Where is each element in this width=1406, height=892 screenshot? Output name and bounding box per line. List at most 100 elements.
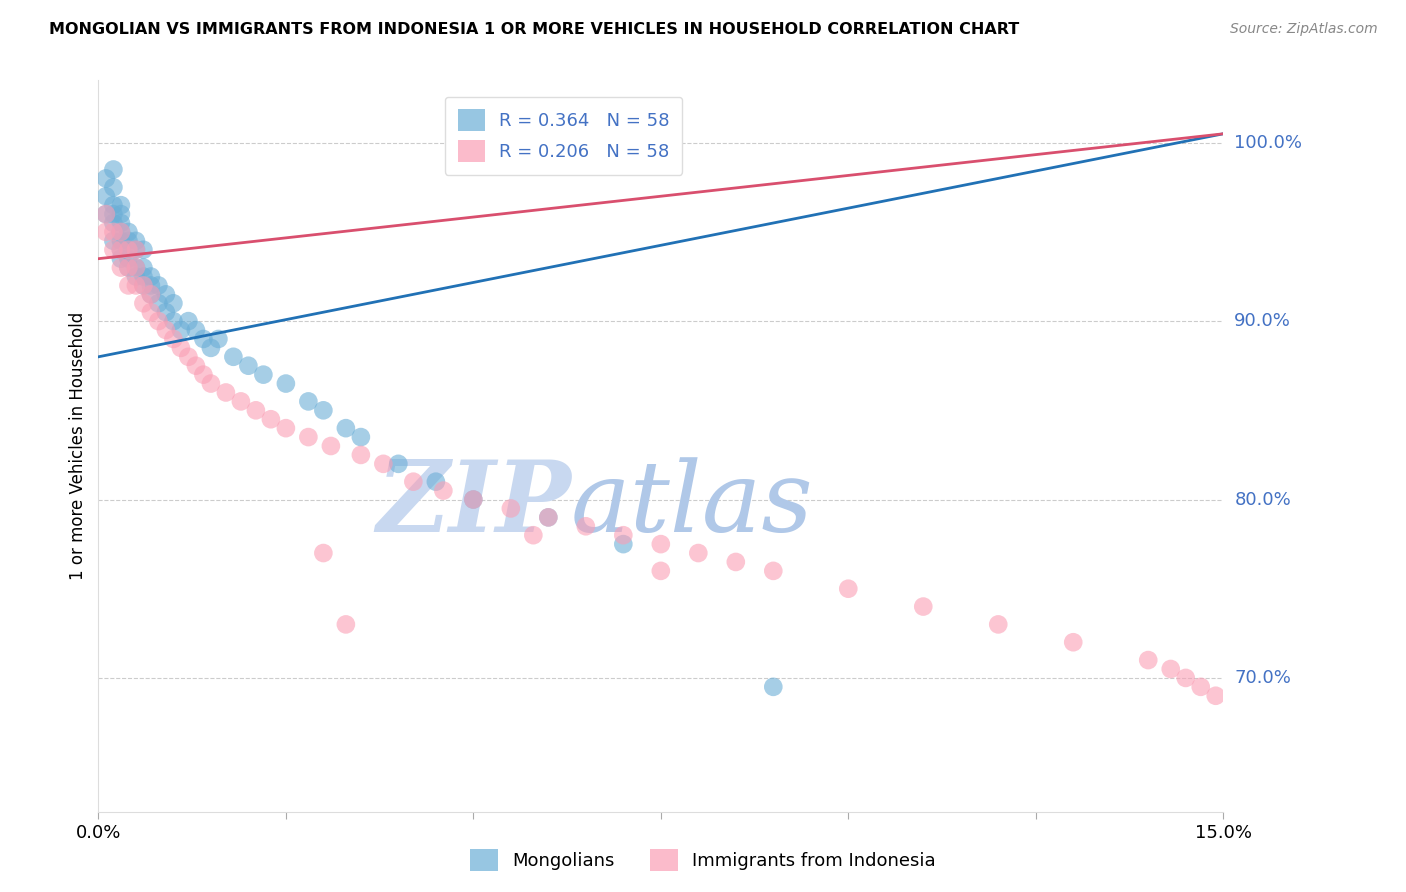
Text: 80.0%: 80.0%: [1234, 491, 1291, 508]
Point: [110, 216, 132, 230]
Point: [987, 617, 1010, 632]
Point: [1137, 653, 1160, 667]
Point: [200, 341, 222, 355]
Point: [387, 457, 409, 471]
Point: [297, 394, 319, 409]
Point: [184, 359, 207, 373]
Point: [132, 296, 155, 310]
Point: [724, 555, 747, 569]
Point: [312, 403, 335, 417]
Point: [170, 341, 193, 355]
Point: [125, 278, 148, 293]
Point: [1062, 635, 1084, 649]
Point: [612, 537, 634, 551]
Point: [103, 234, 125, 248]
Point: [537, 510, 560, 524]
Point: [94, 225, 117, 239]
Point: [177, 350, 200, 364]
Point: [184, 323, 207, 337]
Point: [110, 243, 132, 257]
Point: [94, 207, 117, 221]
Point: [117, 243, 139, 257]
Point: [117, 243, 139, 257]
Point: [125, 243, 148, 257]
Point: [103, 207, 125, 221]
Point: [132, 278, 155, 293]
Point: [139, 269, 162, 284]
Point: [139, 278, 162, 293]
Text: atlas: atlas: [571, 457, 814, 552]
Point: [252, 368, 274, 382]
Point: [117, 225, 139, 239]
Point: [162, 296, 184, 310]
Point: [117, 260, 139, 275]
Point: [222, 350, 245, 364]
Point: [110, 207, 132, 221]
Point: [139, 287, 162, 301]
Point: [148, 296, 170, 310]
Point: [335, 617, 357, 632]
Point: [110, 260, 132, 275]
Point: [94, 171, 117, 186]
Point: [537, 510, 560, 524]
Point: [522, 528, 544, 542]
Point: [132, 243, 155, 257]
Point: [762, 680, 785, 694]
Point: [132, 269, 155, 284]
Legend: R = 0.364   N = 58, R = 0.206   N = 58: R = 0.364 N = 58, R = 0.206 N = 58: [444, 96, 682, 175]
Point: [110, 234, 132, 248]
Text: Source: ZipAtlas.com: Source: ZipAtlas.com: [1230, 22, 1378, 37]
Legend: Mongolians, Immigrants from Indonesia: Mongolians, Immigrants from Indonesia: [463, 842, 943, 879]
Point: [110, 198, 132, 212]
Point: [312, 546, 335, 560]
Point: [245, 403, 267, 417]
Text: MONGOLIAN VS IMMIGRANTS FROM INDONESIA 1 OR MORE VEHICLES IN HOUSEHOLD CORRELATI: MONGOLIAN VS IMMIGRANTS FROM INDONESIA 1…: [49, 22, 1019, 37]
Point: [912, 599, 935, 614]
Point: [297, 430, 319, 444]
Point: [319, 439, 342, 453]
Point: [125, 234, 148, 248]
Point: [125, 243, 148, 257]
Point: [155, 323, 177, 337]
Point: [125, 260, 148, 275]
Point: [170, 323, 193, 337]
Point: [762, 564, 785, 578]
Point: [260, 412, 283, 426]
Point: [432, 483, 454, 498]
Point: [335, 421, 357, 435]
Text: 90.0%: 90.0%: [1234, 312, 1291, 330]
Point: [148, 314, 170, 328]
Point: [117, 260, 139, 275]
Point: [155, 305, 177, 319]
Point: [274, 376, 297, 391]
Point: [177, 314, 200, 328]
Point: [117, 234, 139, 248]
Point: [1160, 662, 1182, 676]
Point: [155, 287, 177, 301]
Point: [148, 278, 170, 293]
Point: [575, 519, 598, 533]
Point: [425, 475, 447, 489]
Point: [193, 368, 215, 382]
Point: [612, 528, 634, 542]
Point: [103, 243, 125, 257]
Point: [463, 492, 485, 507]
Point: [373, 457, 395, 471]
Point: [125, 269, 148, 284]
Point: [193, 332, 215, 346]
Point: [1174, 671, 1197, 685]
Point: [229, 394, 252, 409]
Point: [132, 278, 155, 293]
Point: [125, 260, 148, 275]
Point: [94, 207, 117, 221]
Point: [499, 501, 522, 516]
Point: [207, 332, 229, 346]
Point: [117, 252, 139, 266]
Point: [650, 564, 672, 578]
Point: [103, 198, 125, 212]
Point: [215, 385, 238, 400]
Point: [139, 287, 162, 301]
Text: 100.0%: 100.0%: [1234, 134, 1302, 152]
Point: [1205, 689, 1227, 703]
Point: [162, 332, 184, 346]
